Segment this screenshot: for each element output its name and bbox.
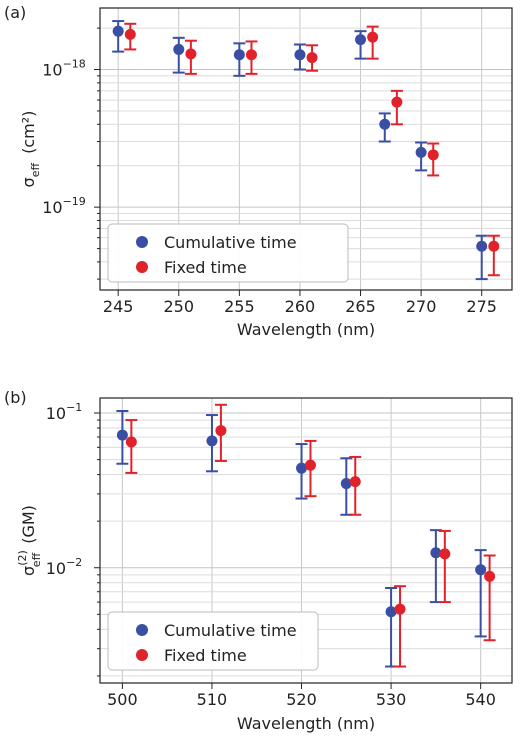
x-tick-label: 270 bbox=[406, 297, 437, 316]
panel-label: (b) bbox=[4, 388, 27, 407]
y-label-symbol: σ bbox=[19, 566, 38, 576]
y-tick-label: 10−18 bbox=[42, 58, 86, 80]
panel-a-chart: 245 250 255 260 265 270 27510−1810−19Wavelengt… bbox=[4, 3, 513, 339]
y-tick-exponent: −2 bbox=[66, 556, 82, 569]
y-label-subscript: eff bbox=[30, 552, 43, 567]
y-tick-exponent: −1 bbox=[66, 401, 82, 414]
series-cumulative-time bbox=[116, 410, 487, 668]
legend-marker bbox=[136, 261, 148, 273]
legend-label: Cumulative time bbox=[164, 233, 297, 252]
data-point bbox=[379, 118, 391, 130]
data-point bbox=[439, 548, 451, 560]
x-tick-label: 520 bbox=[286, 690, 317, 709]
x-tick-label: 260 bbox=[285, 297, 316, 316]
x-tick-label: 500 bbox=[107, 690, 138, 709]
data-point bbox=[294, 49, 306, 61]
y-tick-mantissa: 10 bbox=[46, 559, 66, 578]
data-point bbox=[173, 43, 185, 55]
x-tick-label: 275 bbox=[466, 297, 497, 316]
x-axis-label: Wavelength (nm) bbox=[237, 714, 375, 733]
y-axis-label: σ(2)eff (GM) bbox=[16, 505, 43, 576]
x-tick-label: 540 bbox=[465, 690, 496, 709]
legend-marker bbox=[136, 624, 148, 636]
data-point bbox=[415, 146, 427, 158]
x-tick-label: 245 bbox=[103, 297, 134, 316]
data-point bbox=[233, 49, 245, 61]
legend-label: Fixed time bbox=[164, 258, 247, 277]
data-point bbox=[215, 425, 227, 437]
data-point bbox=[367, 31, 379, 43]
data-point bbox=[391, 96, 403, 108]
y-tick-exponent: −18 bbox=[63, 58, 86, 71]
legend-label: Fixed time bbox=[164, 646, 247, 665]
series-cumulative-time bbox=[112, 20, 488, 281]
x-tick-label: 265 bbox=[345, 297, 376, 316]
y-tick-exponent: −19 bbox=[63, 195, 86, 208]
data-point bbox=[125, 436, 137, 448]
data-point bbox=[116, 429, 128, 441]
y-tick-mantissa: 10 bbox=[42, 198, 62, 217]
plot-frame bbox=[99, 397, 513, 684]
data-point bbox=[306, 52, 318, 64]
data-point bbox=[427, 149, 439, 161]
series-fixed-time bbox=[124, 22, 500, 277]
y-label-subscript: eff bbox=[29, 163, 42, 178]
legend-marker bbox=[136, 649, 148, 661]
x-tick-label: 530 bbox=[376, 690, 407, 709]
grid-lines bbox=[100, 398, 512, 683]
plot-frame bbox=[99, 7, 513, 291]
y-axis-label: σeff (cm²) bbox=[19, 111, 42, 188]
data-point bbox=[355, 34, 367, 46]
x-axis-label: Wavelength (nm) bbox=[237, 320, 375, 339]
x-tick-label: 250 bbox=[163, 297, 194, 316]
panel-label: (a) bbox=[4, 3, 26, 22]
x-tick-label: 510 bbox=[197, 690, 228, 709]
data-point bbox=[488, 240, 500, 252]
data-point bbox=[340, 478, 352, 490]
y-tick-mantissa: 10 bbox=[46, 404, 66, 423]
series-fixed-time bbox=[125, 403, 496, 668]
y-tick-label: 10−1 bbox=[46, 401, 83, 423]
data-point bbox=[112, 25, 124, 37]
data-point bbox=[245, 49, 257, 61]
data-point bbox=[185, 48, 197, 60]
data-point bbox=[484, 570, 496, 582]
x-tick-label: 255 bbox=[224, 297, 255, 316]
legend: Cumulative time Fixed time bbox=[107, 611, 319, 671]
legend-marker bbox=[136, 236, 148, 248]
data-point bbox=[394, 603, 406, 615]
y-tick-label: 10−19 bbox=[42, 195, 86, 217]
data-point bbox=[304, 459, 316, 471]
y-label-superscript: (2) bbox=[16, 550, 29, 566]
data-point bbox=[206, 435, 218, 447]
legend-box bbox=[107, 611, 319, 671]
data-point bbox=[475, 564, 487, 576]
y-tick-label: 10−2 bbox=[46, 556, 83, 578]
data-point bbox=[296, 462, 308, 474]
data-point bbox=[476, 240, 488, 252]
legend-box bbox=[107, 223, 349, 283]
y-label-symbol: σ bbox=[19, 177, 38, 187]
data-point bbox=[349, 476, 361, 488]
y-label-unit: (cm²) bbox=[19, 111, 38, 159]
data-point bbox=[430, 547, 442, 559]
data-point bbox=[124, 28, 136, 40]
y-label-unit: (GM) bbox=[19, 505, 38, 549]
legend: Cumulative time Fixed time bbox=[107, 223, 349, 283]
data-point bbox=[385, 606, 397, 618]
legend-label: Cumulative time bbox=[164, 621, 297, 640]
y-tick-mantissa: 10 bbox=[42, 61, 62, 80]
